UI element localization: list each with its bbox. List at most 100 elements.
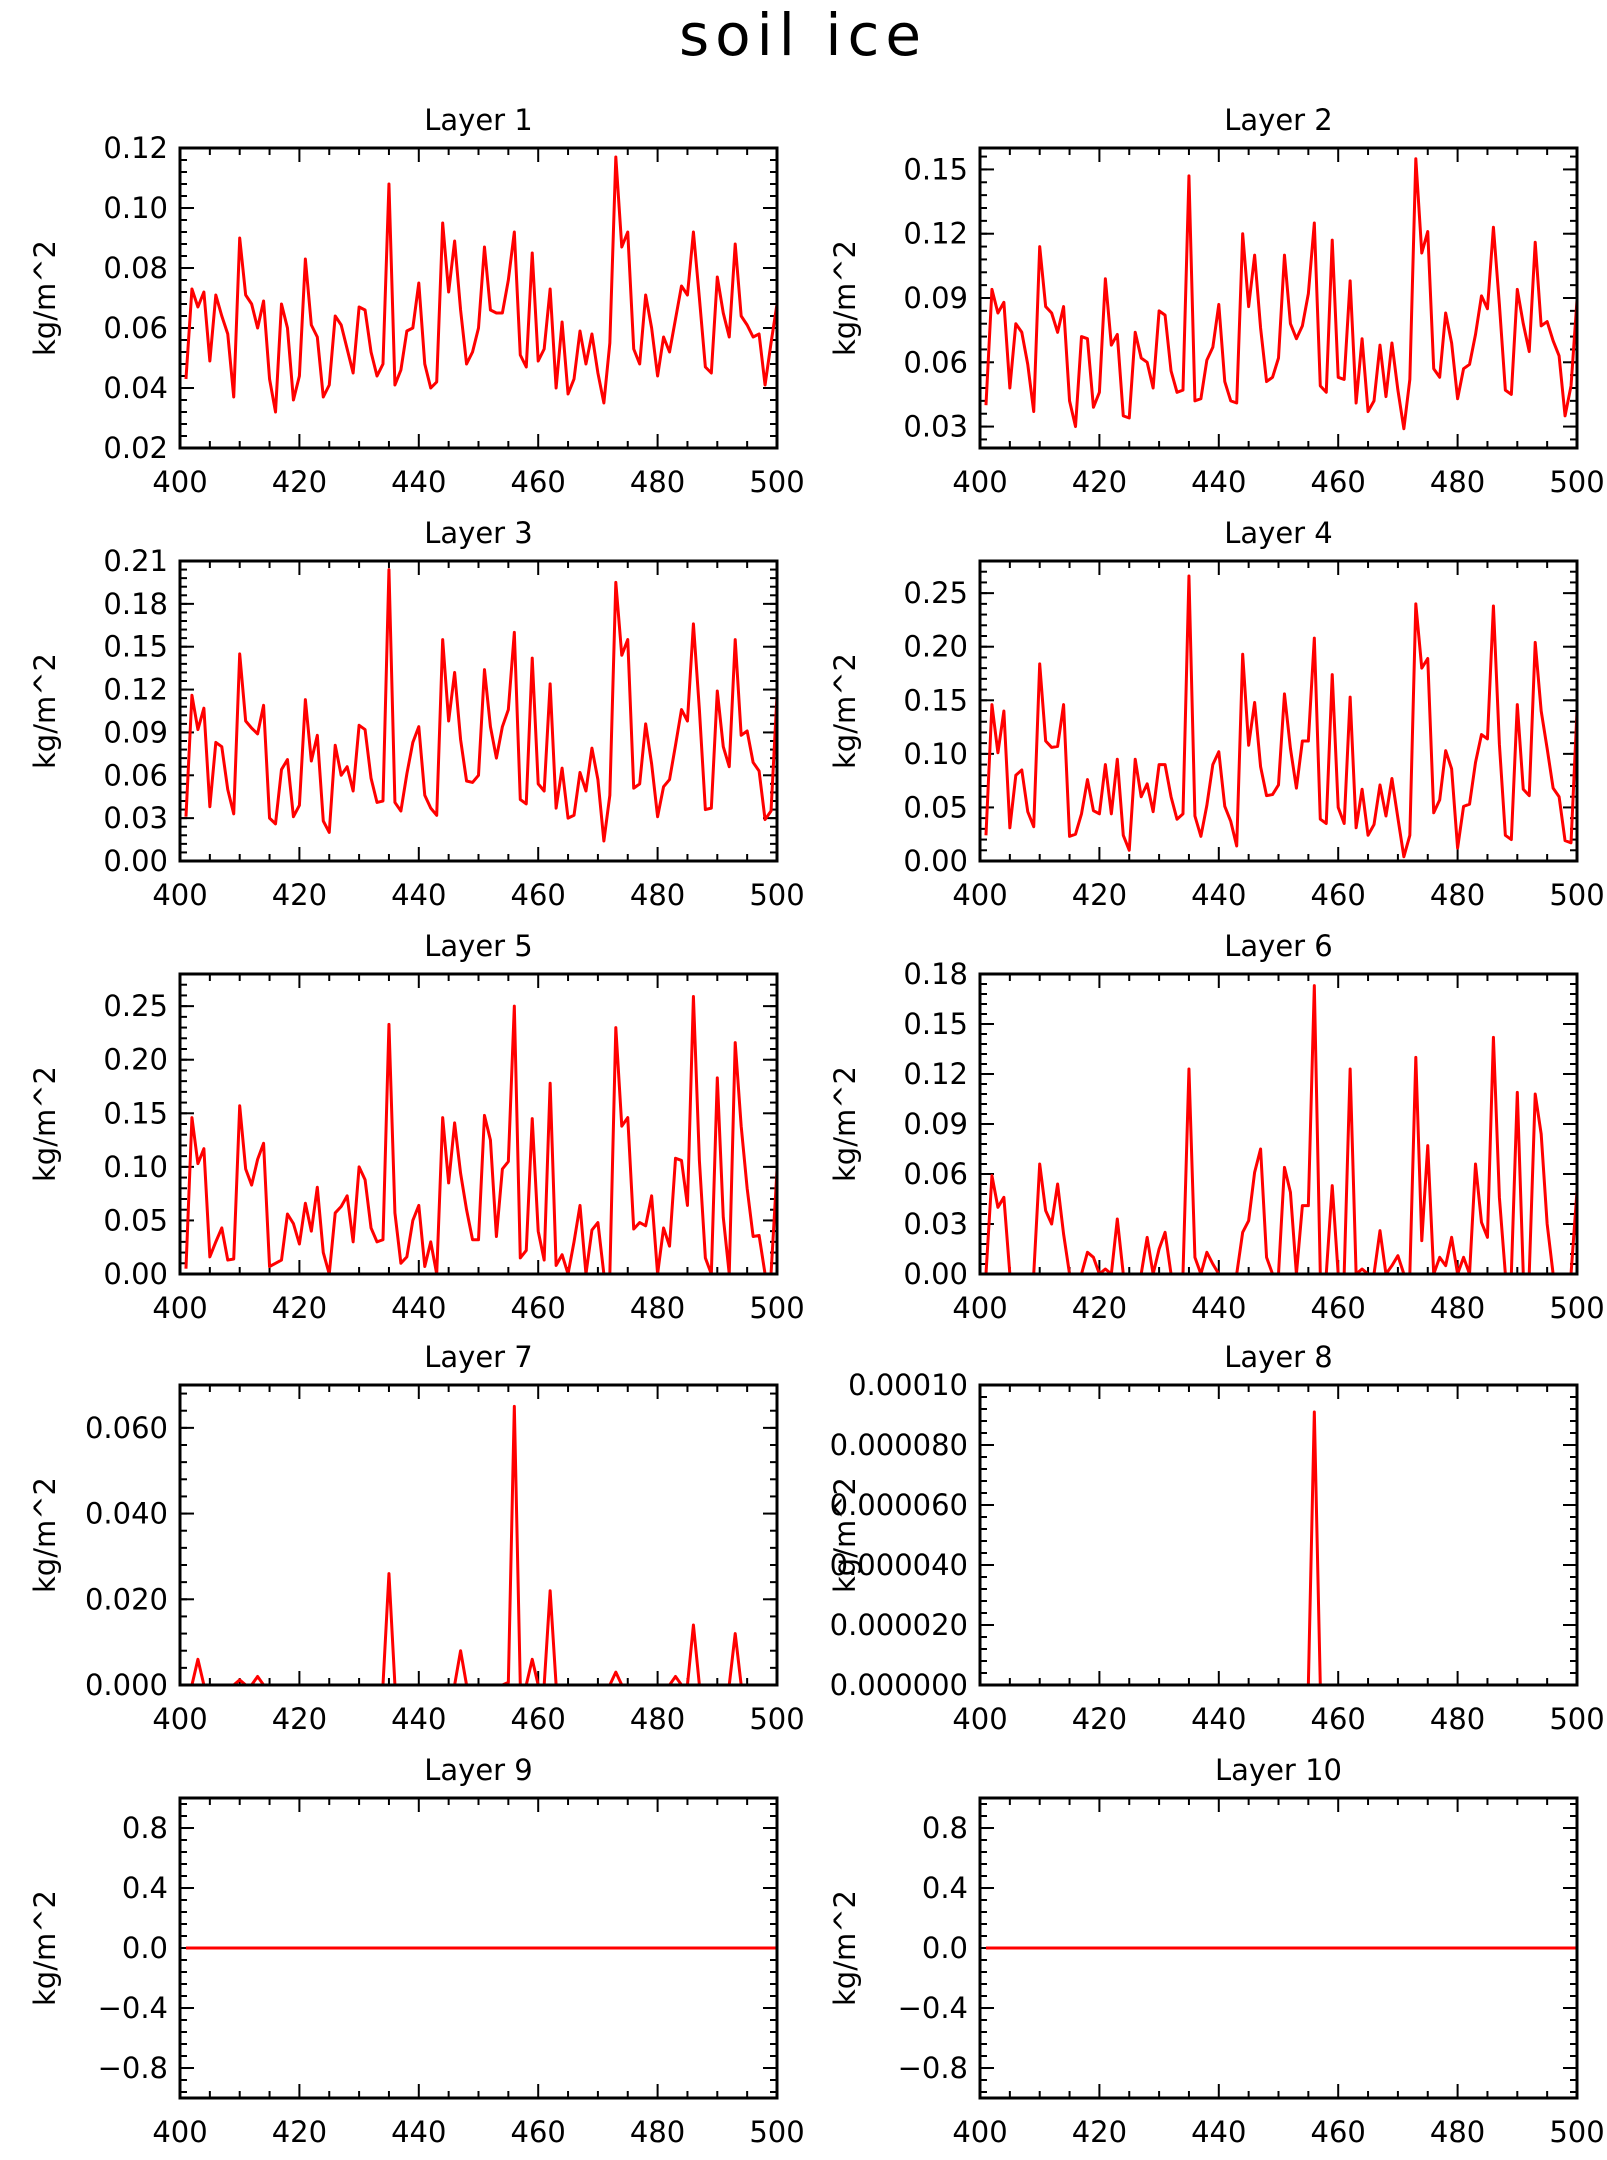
- y-tick-label: 0.00: [903, 844, 968, 878]
- x-tick-label: 500: [749, 1291, 804, 1325]
- x-tick-label: 400: [152, 465, 207, 499]
- panel-title: Layer 10: [1215, 1753, 1342, 1787]
- chart-panel-5: Layer 5 kg/m^2 400 420 440 460 480 500 0.00 0.05 0…: [28, 929, 805, 1325]
- x-tick-label: 420: [1072, 1291, 1127, 1325]
- y-tick-label: 0.05: [903, 790, 968, 824]
- chart-panel-2: Layer 2 kg/m^2 400 420 440 460 480 500 0.03 0.06 0…: [828, 103, 1605, 499]
- y-tick-label: 0.10: [103, 191, 168, 225]
- y-axis-label: kg/m^2: [28, 653, 62, 769]
- plot-frame: [178, 1383, 779, 1687]
- y-tick-label: 0.20: [103, 1043, 168, 1077]
- series-line: [184, 568, 777, 843]
- chart-panel-3: Layer 3 kg/m^2 400 420 440 460 480 500 0.00 0.03 0…: [28, 516, 805, 912]
- y-tick-label: 0.00: [103, 1257, 168, 1291]
- figure-title: soil ice: [679, 1, 927, 69]
- y-tick-label: 0.20: [903, 630, 968, 664]
- x-tick-label: 460: [1311, 1702, 1366, 1736]
- y-tick-label: 0.000040: [830, 1548, 968, 1582]
- x-tick-label: 400: [952, 878, 1007, 912]
- x-tick-label: 440: [1191, 465, 1246, 499]
- y-tick-label: 0.000: [85, 1668, 168, 1702]
- x-tick-label: 460: [1311, 878, 1366, 912]
- x-tick-label: 400: [952, 2115, 1007, 2149]
- y-tick-label: 0.06: [103, 758, 168, 792]
- x-tick-label: 500: [1549, 465, 1604, 499]
- series-line: [984, 574, 1577, 859]
- y-tick-label: 0.18: [103, 587, 168, 621]
- series-line: [984, 157, 1577, 431]
- y-axis-label: kg/m^2: [28, 240, 62, 356]
- panel-title: Layer 3: [424, 516, 533, 550]
- x-tick-label: 440: [391, 465, 446, 499]
- x-tick-label: 400: [152, 1291, 207, 1325]
- plot-frame: [978, 146, 1579, 450]
- x-tick-label: 460: [511, 1291, 566, 1325]
- x-tick-label: 480: [1430, 1291, 1485, 1325]
- series-line: [984, 984, 1577, 1274]
- panel-title: Layer 5: [424, 929, 533, 963]
- y-tick-label: 0.15: [103, 1096, 168, 1130]
- x-tick-label: 460: [511, 878, 566, 912]
- x-tick-label: 440: [1191, 2115, 1246, 2149]
- y-tick-label: −0.4: [898, 1991, 968, 2025]
- y-tick-label: 0.06: [903, 1157, 968, 1191]
- plot-frame: [178, 559, 779, 863]
- panel-title: Layer 8: [1224, 1340, 1333, 1374]
- y-tick-label: −0.4: [98, 1991, 168, 2025]
- x-tick-label: 420: [1072, 2115, 1127, 2149]
- x-tick-label: 480: [630, 1702, 685, 1736]
- chart-panel-8: Layer 8 kg/m^2 400 420 440 460 480 500 0.000000 0…: [828, 1340, 1605, 1736]
- plot-frame: [178, 146, 779, 450]
- series-line: [985, 1410, 1577, 1685]
- x-tick-label: 460: [1311, 465, 1366, 499]
- x-tick-label: 420: [272, 878, 327, 912]
- y-tick-label: 0.000080: [830, 1428, 968, 1462]
- x-tick-label: 420: [272, 1702, 327, 1736]
- chart-panel-9: Layer 9 kg/m^2 400 420 440 460 480 500 −0.8 −0.4 0…: [28, 1753, 805, 2149]
- y-tick-label: 0.4: [922, 1871, 968, 1905]
- x-tick-label: 500: [749, 1702, 804, 1736]
- x-tick-label: 460: [511, 465, 566, 499]
- chart-panel-10: Layer 10 kg/m^2 400 420 440 460 480 500 −0.8 −0.4…: [828, 1753, 1605, 2149]
- y-tick-label: 0.03: [903, 1207, 968, 1241]
- panel-title: Layer 4: [1224, 516, 1333, 550]
- x-tick-label: 480: [1430, 878, 1485, 912]
- x-tick-label: 440: [1191, 878, 1246, 912]
- x-tick-label: 440: [391, 2115, 446, 2149]
- y-tick-label: 0.06: [903, 345, 968, 379]
- x-tick-label: 480: [630, 465, 685, 499]
- panel-title: Layer 1: [424, 103, 533, 137]
- y-tick-label: −0.8: [98, 2051, 168, 2085]
- plot-frame: [978, 972, 1579, 1276]
- y-tick-label: 0.060: [85, 1411, 168, 1445]
- y-tick-label: 0.8: [122, 1811, 168, 1845]
- panel-title: Layer 2: [1224, 103, 1333, 137]
- y-tick-label: 0.25: [103, 989, 168, 1023]
- x-tick-label: 420: [272, 465, 327, 499]
- x-tick-label: 460: [511, 2115, 566, 2149]
- y-tick-label: 0.000020: [830, 1608, 968, 1642]
- y-tick-label: 0.15: [903, 683, 968, 717]
- x-tick-label: 480: [1430, 465, 1485, 499]
- series-line: [184, 995, 777, 1274]
- x-tick-label: 420: [1072, 878, 1127, 912]
- x-tick-label: 420: [1072, 465, 1127, 499]
- y-tick-label: 0.04: [103, 371, 168, 405]
- y-tick-label: 0.020: [85, 1582, 168, 1616]
- y-tick-label: 0.12: [903, 1057, 968, 1091]
- y-axis-label: kg/m^2: [828, 1066, 862, 1182]
- y-tick-label: 0.03: [103, 801, 168, 835]
- x-tick-label: 500: [1549, 1702, 1604, 1736]
- y-tick-label: 0.09: [103, 715, 168, 749]
- chart-panel-4: Layer 4 kg/m^2 400 420 440 460 480 500 0.00 0.05 0…: [828, 516, 1605, 912]
- y-tick-label: 0.02: [103, 431, 168, 465]
- x-tick-label: 480: [630, 2115, 685, 2149]
- y-tick-label: 0.18: [903, 957, 968, 991]
- x-tick-label: 420: [1072, 1702, 1127, 1736]
- x-tick-label: 480: [630, 1291, 685, 1325]
- y-tick-label: 0.4: [122, 1871, 168, 1905]
- x-tick-label: 480: [1430, 1702, 1485, 1736]
- y-tick-label: 0.0: [122, 1931, 168, 1965]
